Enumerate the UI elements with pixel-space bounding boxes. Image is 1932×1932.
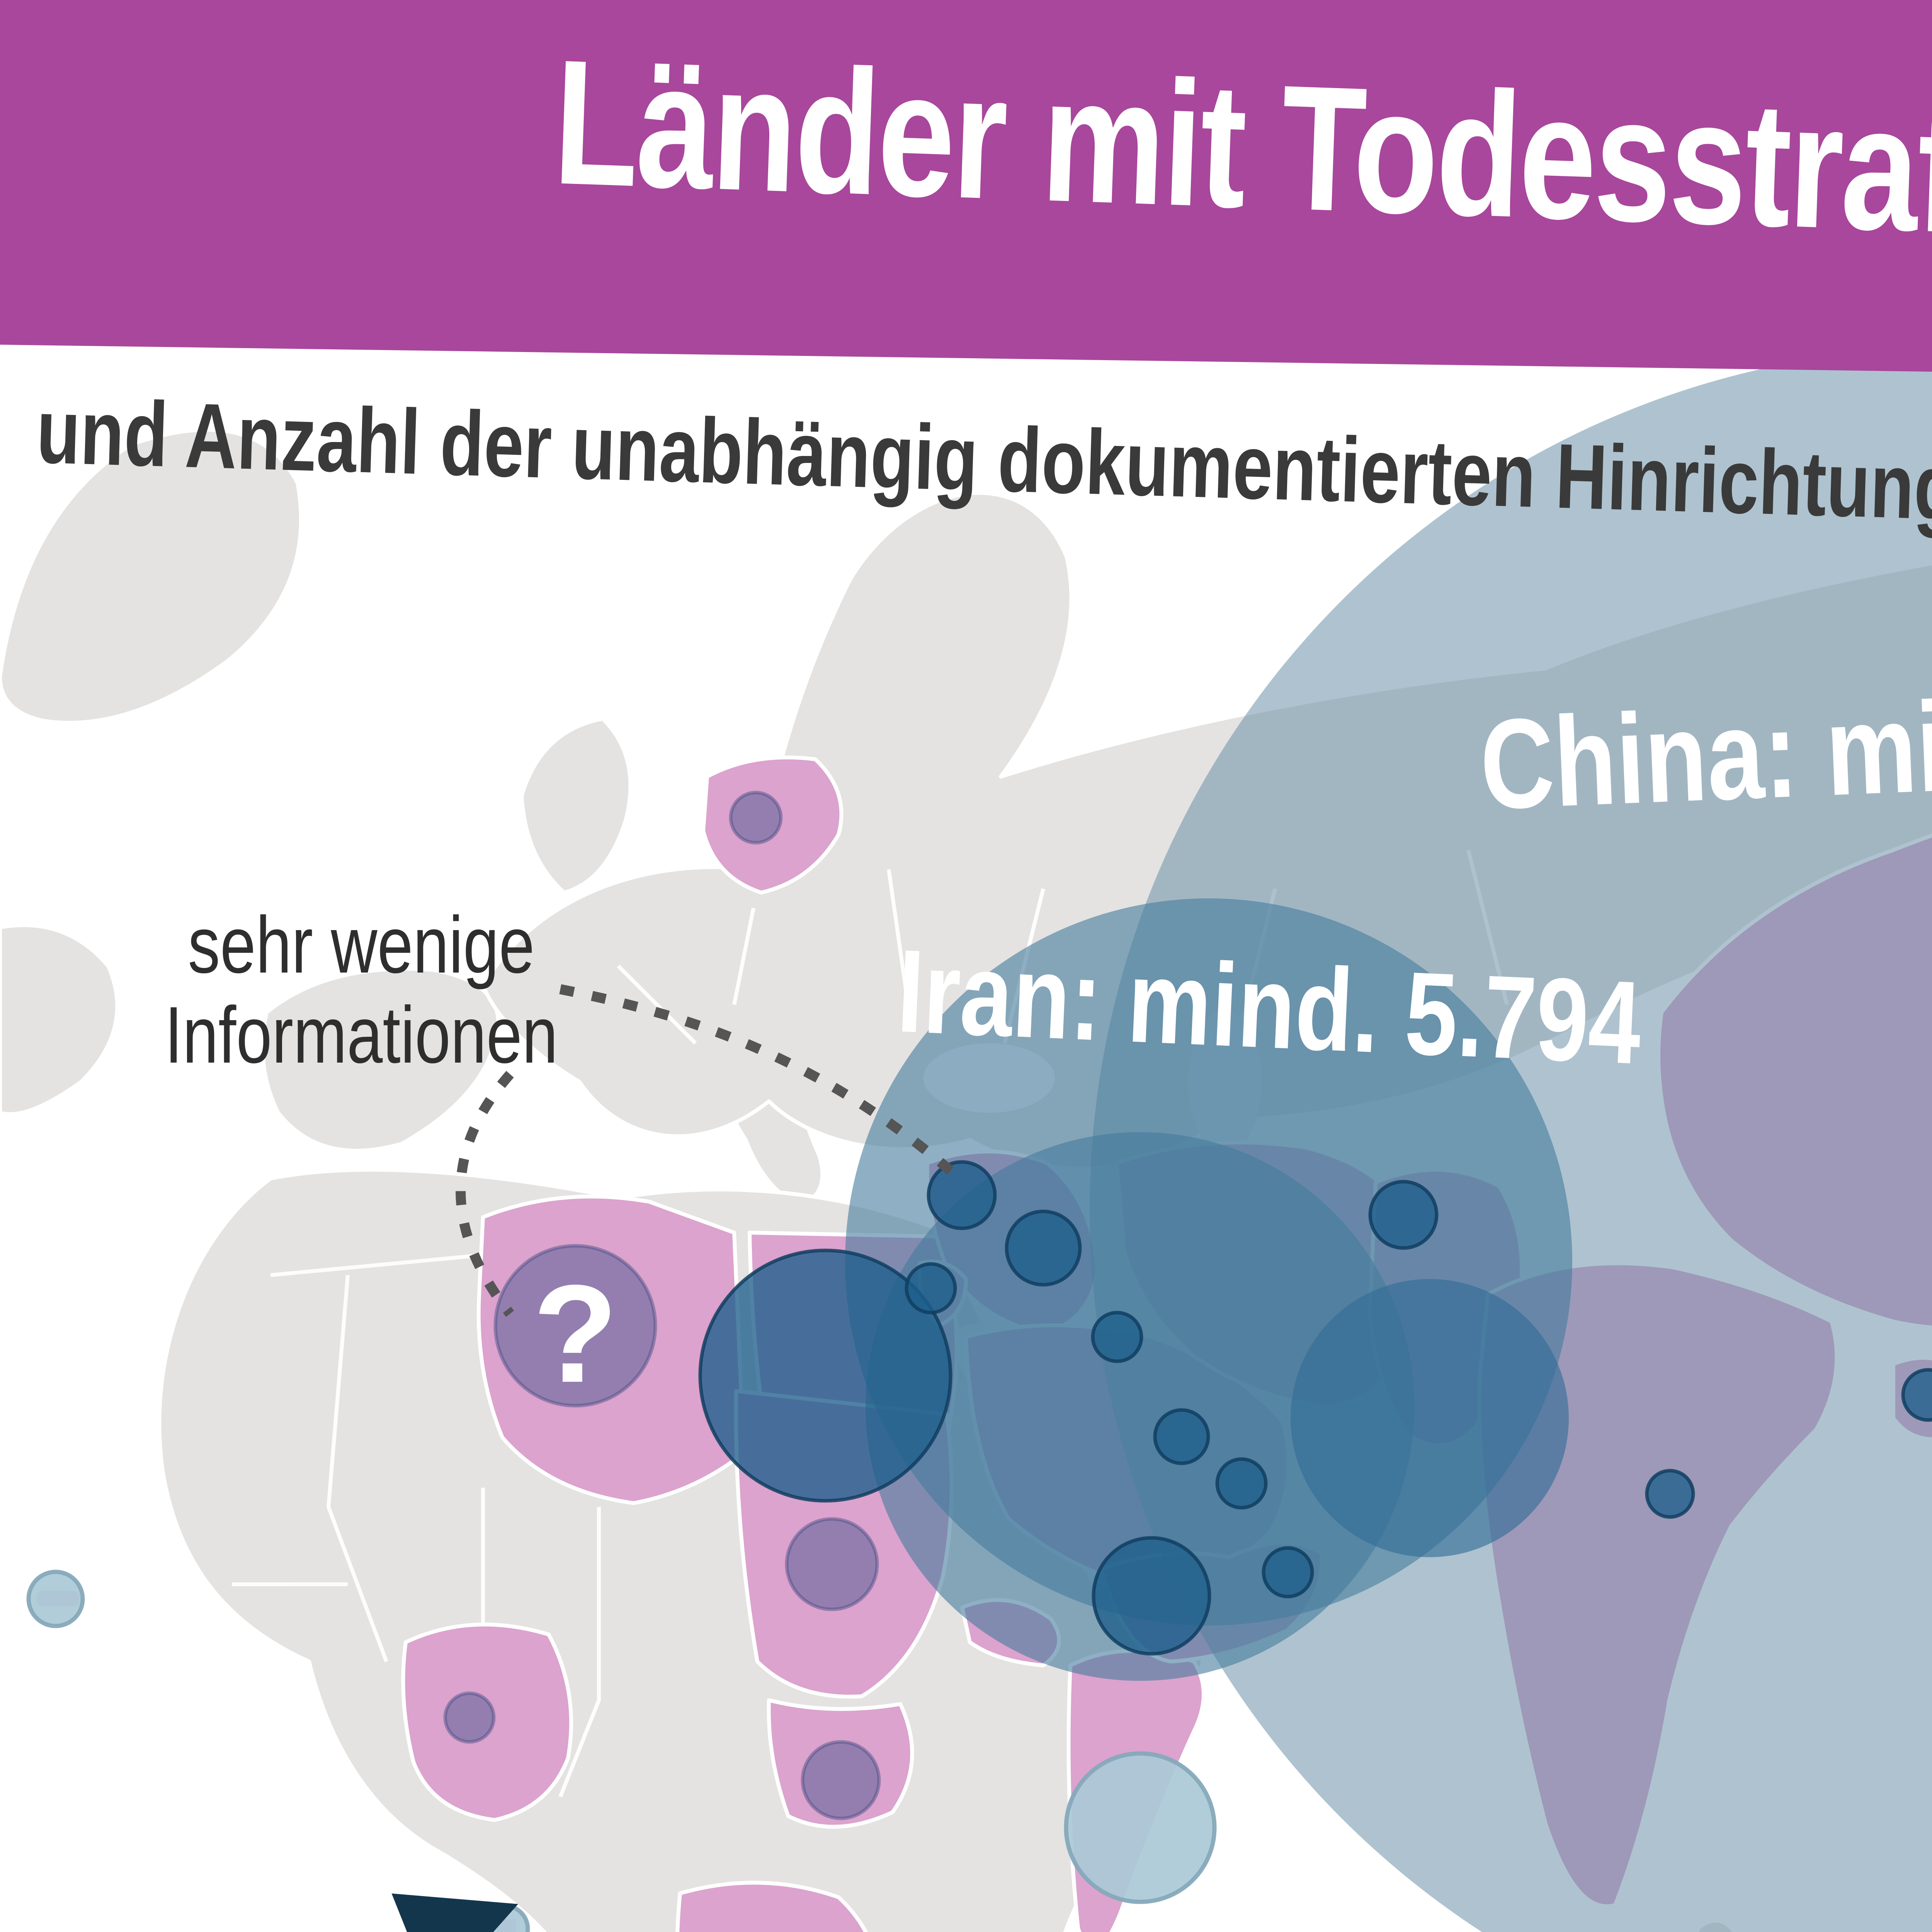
execution-bubbles (26, 348, 1932, 1932)
little-info-line2: Informationen (165, 990, 558, 1080)
bubble-Belarus (729, 791, 783, 845)
little-info-leaders (456, 984, 954, 1317)
bubble-Oman (1262, 1546, 1314, 1599)
bubble-Kuwait (1091, 1311, 1143, 1363)
land-uk (520, 717, 633, 895)
title-banner: Länder mit Todesstrafe (0, 0, 1932, 382)
libya-question-mark: ? (533, 1256, 618, 1412)
leader-to-syria (559, 984, 954, 1175)
bubble-Südsudan (801, 1740, 881, 1820)
bubble-Saudi-Arabien (866, 1132, 1414, 1681)
bubble-Indien (1645, 1469, 1695, 1519)
bubble-Katar (1153, 1408, 1210, 1465)
bubble-Libyen (493, 1244, 657, 1408)
bubble-Afghanistan (1368, 1180, 1439, 1250)
little-info-line1: sehr wenige (188, 900, 535, 990)
bubble-Jemen (1092, 1536, 1211, 1656)
country-drc (675, 1881, 868, 1932)
land-greenland (0, 428, 303, 725)
leader-to-libya (456, 1071, 514, 1317)
land-canada (0, 923, 119, 1116)
page-title: Länder mit Todesstrafe (551, 23, 1932, 273)
bubble-Sudan (785, 1517, 879, 1611)
bubble-Bangladesch (1901, 1368, 1932, 1422)
bubble-VAE (1215, 1457, 1268, 1510)
bubble-Somalia (1064, 1751, 1217, 1904)
bubble-Syrien (927, 1160, 997, 1230)
bubble-Irak (1005, 1209, 1082, 1287)
bubble-Ägypten (698, 1248, 952, 1503)
bubble-Jordanien (905, 1262, 957, 1315)
land-iberia (261, 967, 500, 1153)
little-info-annotation: sehr wenige Informationen (165, 900, 558, 1080)
bubble-Gambia (26, 1570, 85, 1628)
bubble-Nigeria (443, 1691, 496, 1744)
bubble-Pakistan (1291, 1279, 1569, 1557)
